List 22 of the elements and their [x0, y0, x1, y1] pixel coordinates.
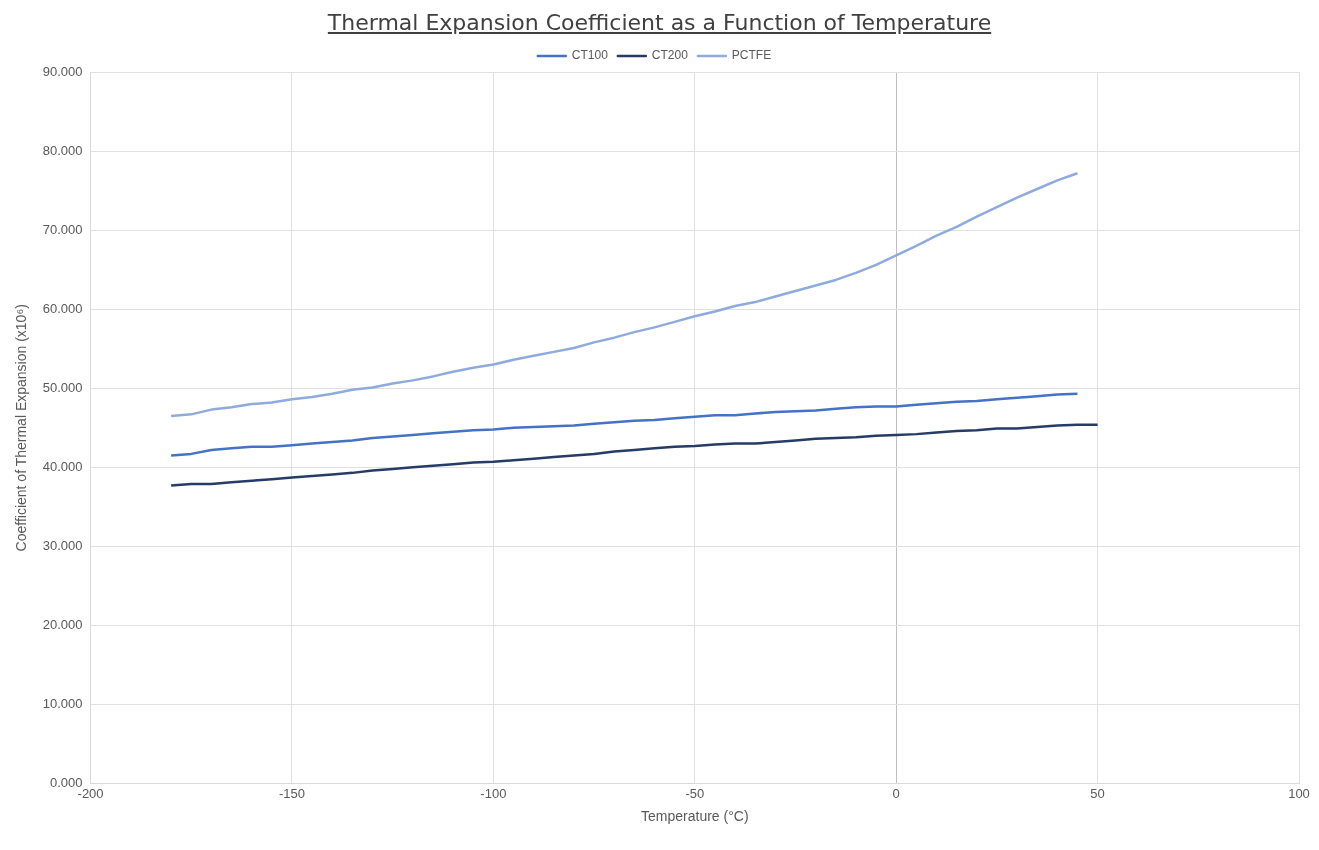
y-tick-label: 30.000 [42, 537, 83, 553]
x-tick-label: 50 [1090, 785, 1105, 801]
x-tick-label: -100 [480, 785, 507, 801]
x-tick-label: -150 [278, 785, 305, 801]
chart-title: Thermal Expansion Coefficient as a Function of Temperature [326, 9, 993, 37]
y-axis-title: Coefficient of Thermal Expansion (x10⁶) [13, 304, 30, 552]
x-tick-label: -50 [685, 785, 705, 801]
x-tick-label: 0 [892, 785, 900, 801]
y-tick-label: 10.000 [42, 696, 83, 712]
x-tick-label: 100 [1288, 785, 1310, 801]
y-tick-label: 20.000 [42, 617, 83, 633]
y-tick-label: 80.000 [42, 142, 83, 158]
y-tick-label: 70.000 [42, 221, 83, 237]
y-tick-label: 40.000 [42, 458, 83, 474]
y-tick-label: 0.000 [50, 775, 83, 791]
y-tick-label: 90.000 [42, 63, 83, 79]
legend-label: CT100 [571, 48, 609, 63]
y-tick-label: 50.000 [42, 379, 83, 395]
x-axis-title: Temperature (°C) [641, 808, 749, 825]
y-tick-label: 60.000 [42, 300, 83, 316]
legend-label: PCTFE [731, 48, 772, 63]
legend-label: CT200 [651, 48, 689, 63]
